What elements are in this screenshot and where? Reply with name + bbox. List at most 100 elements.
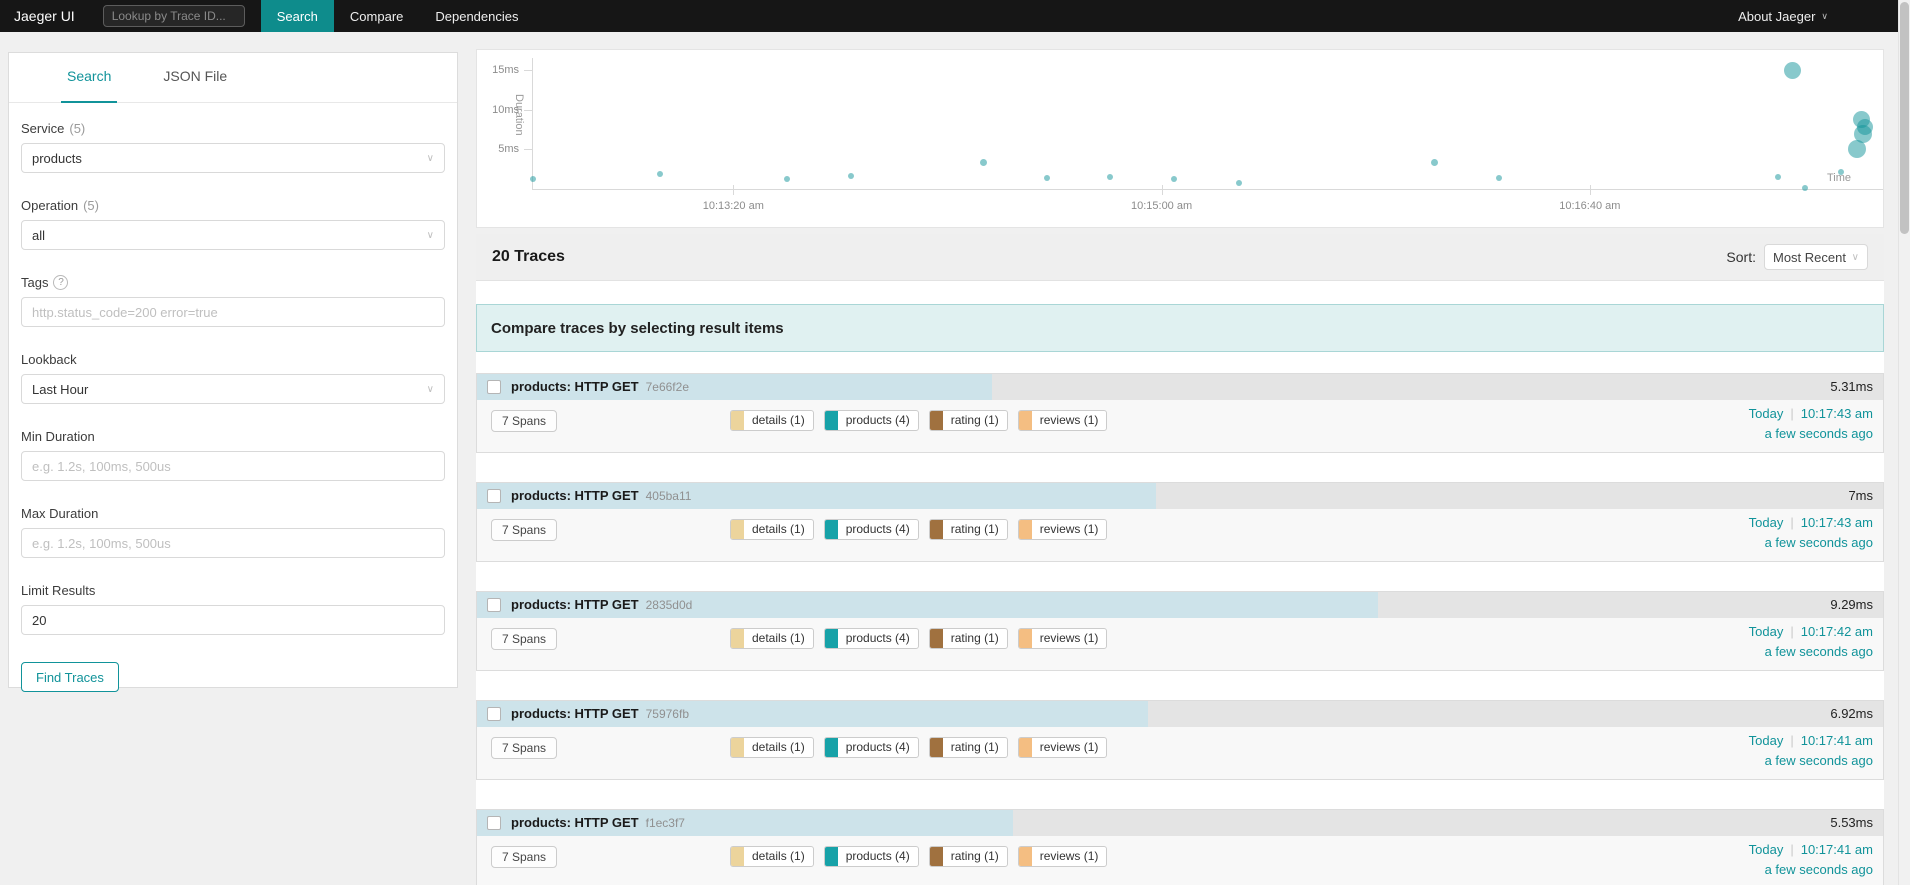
trace-id-lookup-input[interactable]: [102, 5, 245, 27]
lookback-field-group: Lookback Last Hour ∨: [21, 352, 445, 404]
tags-input[interactable]: [21, 297, 445, 327]
trace-row-header[interactable]: products: HTTP GET 75976fb 6.92ms: [477, 701, 1883, 727]
page-scrollbar[interactable]: [1898, 0, 1910, 885]
trace-scatter-point[interactable]: [1107, 174, 1114, 181]
top-navbar: Jaeger UI Search Compare Dependencies Ab…: [0, 0, 1898, 32]
trace-scatter-point[interactable]: [1838, 168, 1845, 175]
nav-item-compare[interactable]: Compare: [349, 8, 404, 24]
service-color-swatch: [824, 520, 838, 539]
trace-scatter-point[interactable]: [979, 159, 987, 167]
trace-scatter-point[interactable]: [1774, 174, 1781, 181]
y-tick-mark: [524, 109, 532, 111]
results-panel: Compare traces by selecting result items…: [476, 281, 1884, 885]
trace-scatter-point[interactable]: [1043, 174, 1050, 181]
trace-select-checkbox[interactable]: [487, 380, 501, 394]
trace-date: Today: [1748, 733, 1784, 748]
operation-select[interactable]: all ∨: [21, 220, 445, 250]
service-color-swatch: [1018, 847, 1032, 866]
trace-scatter-point[interactable]: [847, 173, 854, 180]
trace-scatter-point[interactable]: [1496, 174, 1503, 181]
trace-row-header[interactable]: products: HTTP GET f1ec3f7 5.53ms: [477, 810, 1883, 836]
service-color-swatch: [1018, 411, 1032, 430]
trace-duration: 7ms: [1848, 488, 1873, 503]
service-badge-label: products (4): [845, 413, 910, 427]
trace-time: 10:17:43 am: [1800, 406, 1873, 421]
trace-duration: 5.31ms: [1830, 379, 1873, 394]
y-tick-mark: [524, 70, 532, 72]
trace-scatter-point[interactable]: [1853, 125, 1872, 144]
service-select[interactable]: products ∨: [21, 143, 445, 173]
service-badge-label: reviews (1): [1039, 522, 1099, 536]
trace-result-row[interactable]: products: HTTP GET 75976fb 6.92ms 7 Spans…: [476, 700, 1884, 780]
min-duration-input[interactable]: [21, 451, 445, 481]
x-axis-title: Time: [1826, 172, 1851, 184]
trace-row-header[interactable]: products: HTTP GET 7e66f2e 5.31ms: [477, 374, 1883, 400]
trace-time: 10:17:42 am: [1800, 624, 1873, 639]
trace-result-row[interactable]: products: HTTP GET 7e66f2e 5.31ms 7 Spans…: [476, 373, 1884, 453]
lookback-select[interactable]: Last Hour ∨: [21, 374, 445, 404]
trace-scatter-point[interactable]: [1235, 180, 1242, 187]
service-badge-label: rating (1): [950, 413, 999, 427]
trace-result-row[interactable]: products: HTTP GET 2835d0d 9.29ms 7 Spans…: [476, 591, 1884, 671]
trace-result-row[interactable]: products: HTTP GET f1ec3f7 5.53ms 7 Spans…: [476, 809, 1884, 885]
duration-bar: [477, 701, 1148, 727]
trace-row-header[interactable]: products: HTTP GET 2835d0d 9.29ms: [477, 592, 1883, 618]
limit-results-input[interactable]: [21, 605, 445, 635]
nav-item-search[interactable]: Search: [260, 0, 334, 32]
trace-relative-time: a few seconds ago: [1764, 862, 1873, 877]
trace-select-checkbox[interactable]: [487, 598, 501, 612]
tab-json-file[interactable]: JSON File: [163, 68, 228, 84]
tab-search[interactable]: Search: [61, 53, 118, 103]
trace-select-checkbox[interactable]: [487, 816, 501, 830]
trace-scatter-point[interactable]: [784, 175, 791, 182]
trace-result-row[interactable]: products: HTTP GET 405ba11 7ms 7 Spans de…: [476, 482, 1884, 562]
trace-select-checkbox[interactable]: [487, 707, 501, 721]
service-color-swatch: [731, 520, 744, 539]
service-color-swatch: [731, 847, 744, 866]
trace-relative-time: a few seconds ago: [1764, 753, 1873, 768]
service-badge: products (4): [823, 628, 919, 649]
service-badge: rating (1): [928, 846, 1008, 867]
trace-select-checkbox[interactable]: [487, 489, 501, 503]
service-badge-label: reviews (1): [1039, 849, 1099, 863]
x-tick-label: 10:15:00 am: [1130, 200, 1193, 212]
service-badge-label: products (4): [845, 849, 910, 863]
limit-results-label: Limit Results: [21, 583, 96, 598]
trace-duration: 5.53ms: [1830, 815, 1873, 830]
service-color-swatch: [929, 629, 943, 648]
max-duration-label: Max Duration: [21, 506, 99, 521]
scrollbar-thumb[interactable]: [1900, 2, 1909, 234]
span-count-chip: 7 Spans: [491, 628, 558, 650]
trace-row-header[interactable]: products: HTTP GET 405ba11 7ms: [477, 483, 1883, 509]
trace-scatter-point[interactable]: [1430, 159, 1438, 167]
service-badge-label: details (1): [752, 413, 805, 427]
trace-time: 10:17:43 am: [1800, 515, 1873, 530]
service-badge-label: rating (1): [950, 522, 999, 536]
service-badge: rating (1): [928, 737, 1008, 758]
x-axis-line: [532, 189, 1883, 190]
trace-scatter-point[interactable]: [530, 175, 537, 182]
service-badge-label: details (1): [752, 522, 805, 536]
duration-bar: [477, 374, 992, 400]
y-tick-label: 10ms: [492, 103, 519, 116]
trace-scatter-point[interactable]: [1170, 175, 1177, 182]
trace-scatter-point[interactable]: [1783, 62, 1801, 80]
find-traces-button[interactable]: Find Traces: [21, 662, 119, 692]
service-label: Service: [21, 121, 65, 136]
max-duration-input[interactable]: [21, 528, 445, 558]
about-jaeger-menu[interactable]: About Jaeger ∨: [1738, 8, 1828, 24]
sort-select[interactable]: Most Recent ∨: [1764, 244, 1868, 270]
trace-scatter-point[interactable]: [657, 170, 664, 177]
service-badge-label: reviews (1): [1039, 413, 1099, 427]
trace-scatter-point[interactable]: [1801, 185, 1808, 192]
service-color-swatch: [1018, 738, 1032, 757]
results-header: 20 Traces Sort: Most Recent ∨: [476, 234, 1884, 281]
nav-item-dependencies[interactable]: Dependencies: [435, 8, 519, 24]
service-badge-label: reviews (1): [1039, 631, 1099, 645]
duration-bar: [477, 810, 1014, 836]
trace-scatter-point[interactable]: [1848, 140, 1867, 159]
help-icon[interactable]: ?: [53, 275, 69, 290]
min-duration-label: Min Duration: [21, 429, 95, 444]
search-sidebar: Search JSON File Service (5) products ∨ …: [8, 52, 458, 692]
y-axis-line: [532, 58, 533, 189]
